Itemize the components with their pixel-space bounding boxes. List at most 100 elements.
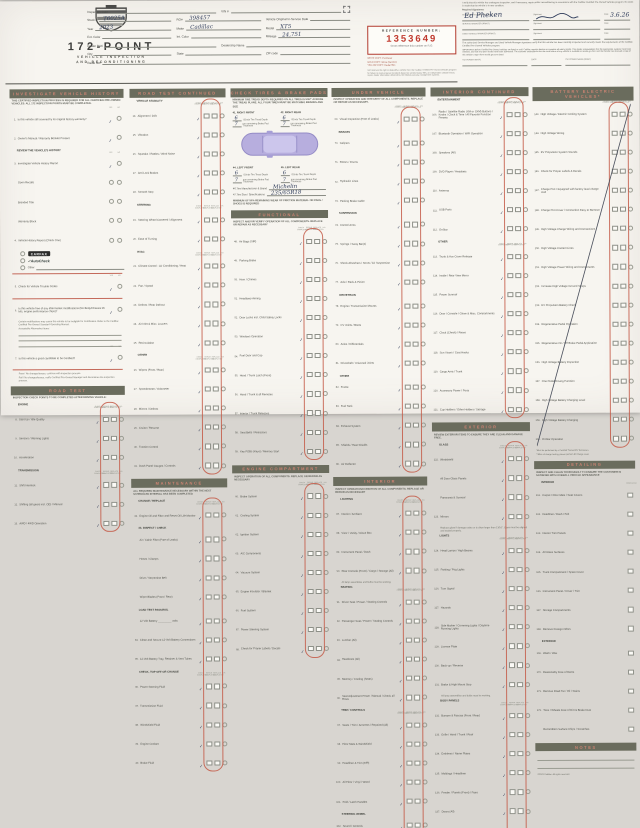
repair-checkbox[interactable] — [506, 106, 514, 124]
completed-checkbox[interactable] — [627, 701, 635, 719]
check-completed-cell[interactable]: ✓ — [500, 561, 508, 579]
na-circle-cell[interactable] — [522, 144, 528, 162]
replace-checkbox[interactable] — [414, 817, 422, 828]
repair-checkbox[interactable] — [306, 328, 314, 346]
na-circle-cell[interactable] — [628, 392, 634, 410]
na-circle-cell[interactable] — [419, 134, 425, 152]
na-circle-cell[interactable] — [421, 651, 427, 669]
replace-checkbox[interactable] — [213, 754, 221, 772]
replace-checkbox[interactable] — [213, 569, 221, 587]
replace-checkbox[interactable] — [211, 126, 219, 144]
check-completed-cell[interactable]: ✓ — [395, 297, 403, 315]
check-completed-cell[interactable]: ✓ — [398, 817, 406, 828]
completed-checkbox[interactable] — [626, 486, 634, 504]
check-completed-cell[interactable]: ✓ — [196, 507, 204, 525]
na-circle-cell[interactable] — [421, 773, 427, 791]
repair-checkbox[interactable] — [404, 524, 412, 542]
replace-checkbox[interactable] — [110, 411, 118, 429]
na-circle-cell[interactable] — [627, 201, 633, 219]
replace-checkbox[interactable] — [514, 201, 522, 219]
repair-checkbox[interactable] — [205, 678, 213, 696]
na-circle-cell[interactable] — [522, 125, 528, 143]
replace-checkbox[interactable] — [212, 361, 220, 379]
repair-checkbox[interactable] — [205, 735, 213, 753]
check-completed-cell[interactable]: ✓ — [498, 305, 506, 323]
check-completed-cell[interactable]: ✓ — [397, 689, 405, 707]
repair-checkbox[interactable] — [403, 216, 411, 234]
na-circle-cell[interactable] — [523, 400, 529, 418]
check-completed-cell[interactable]: ✓ — [94, 430, 102, 448]
na-circle-cell[interactable] — [420, 335, 426, 353]
replace-checkbox[interactable] — [412, 543, 420, 561]
replace-checkbox[interactable] — [515, 488, 523, 506]
repair-checkbox[interactable] — [305, 252, 313, 270]
na-circle-cell[interactable] — [420, 378, 426, 396]
replace-checkbox[interactable] — [411, 173, 419, 191]
repair-checkbox[interactable] — [203, 296, 211, 314]
na-circle-cell[interactable] — [420, 543, 426, 561]
repair-checkbox[interactable] — [612, 353, 620, 371]
repair-checkbox[interactable] — [611, 182, 619, 200]
na-circle-cell[interactable] — [524, 745, 530, 763]
replace-checkbox[interactable] — [313, 232, 321, 250]
replace-checkbox[interactable] — [212, 457, 220, 475]
na-circle-cell[interactable] — [524, 675, 530, 693]
repair-checkbox[interactable] — [509, 821, 517, 828]
check-completed-cell[interactable]: ✓ — [501, 783, 509, 801]
check-completed-cell[interactable]: ✓ — [395, 110, 403, 128]
check-completed-cell[interactable]: ✓ — [396, 543, 404, 561]
repair-checkbox[interactable] — [306, 366, 314, 384]
check-completed-cell[interactable]: ✓ — [298, 487, 306, 505]
na-circle-cell[interactable] — [523, 450, 529, 468]
replace-checkbox[interactable] — [212, 550, 220, 568]
na-circle-cell[interactable] — [221, 631, 227, 649]
pad-write-line[interactable]: 7 — [281, 122, 290, 128]
replace-checkbox[interactable] — [212, 507, 220, 525]
repair-checkbox[interactable] — [205, 569, 213, 587]
replace-checkbox[interactable] — [411, 316, 419, 334]
check-completed-cell[interactable]: ✓ — [500, 656, 508, 674]
check-completed-cell[interactable]: ✓ — [395, 216, 403, 234]
na-circle-cell[interactable] — [220, 457, 226, 475]
replace-checkbox[interactable] — [515, 542, 523, 560]
no-circle-cell[interactable] — [115, 212, 123, 230]
replace-checkbox[interactable] — [213, 716, 221, 734]
repair-checkbox[interactable] — [507, 381, 515, 399]
replace-checkbox[interactable] — [213, 650, 221, 668]
na-circle-cell[interactable] — [322, 366, 328, 384]
na-circle-cell[interactable] — [419, 173, 425, 191]
na-circle-cell[interactable] — [522, 248, 528, 266]
replace-checkbox[interactable] — [211, 145, 219, 163]
replace-checkbox[interactable] — [411, 273, 419, 291]
customer-date-line[interactable]: DATE — [531, 59, 561, 66]
replace-checkbox[interactable] — [620, 411, 628, 429]
form-field-line[interactable]: 2023 — [95, 25, 171, 30]
na-circle-cell[interactable] — [422, 793, 428, 811]
repair-checkbox[interactable] — [204, 457, 212, 475]
check-completed-cell[interactable]: ✓ — [499, 508, 507, 526]
check-completed-cell[interactable]: ✓ — [298, 423, 306, 441]
na-circle-cell[interactable] — [220, 361, 226, 379]
replace-checkbox[interactable] — [619, 315, 627, 333]
repair-checkbox[interactable] — [506, 201, 514, 219]
na-circle-cell[interactable] — [118, 430, 124, 448]
check-completed-cell[interactable]: ✓ — [396, 335, 404, 353]
na-circle-cell[interactable] — [221, 735, 227, 753]
repair-checkbox[interactable] — [507, 324, 515, 342]
form-field-line[interactable] — [191, 34, 261, 39]
repair-checkbox[interactable] — [404, 335, 412, 353]
repair-checkbox[interactable] — [204, 399, 212, 417]
signature-line[interactable]: Signature — [533, 14, 600, 21]
repair-checkbox[interactable] — [506, 144, 514, 162]
repair-checkbox[interactable] — [205, 650, 213, 668]
na-circle-cell[interactable] — [524, 561, 530, 579]
no-circle-cell[interactable] — [115, 155, 123, 173]
check-completed-cell[interactable]: ✓ — [397, 716, 405, 734]
na-circle-cell[interactable] — [421, 754, 427, 772]
vin-checkbox[interactable] — [343, 6, 350, 13]
na-circle-cell[interactable] — [421, 689, 427, 707]
no-circle-cell[interactable] — [116, 349, 124, 367]
na-circle-cell[interactable] — [523, 469, 529, 487]
check-completed-cell[interactable]: ✓ — [499, 401, 507, 419]
repair-checkbox[interactable] — [508, 676, 516, 694]
